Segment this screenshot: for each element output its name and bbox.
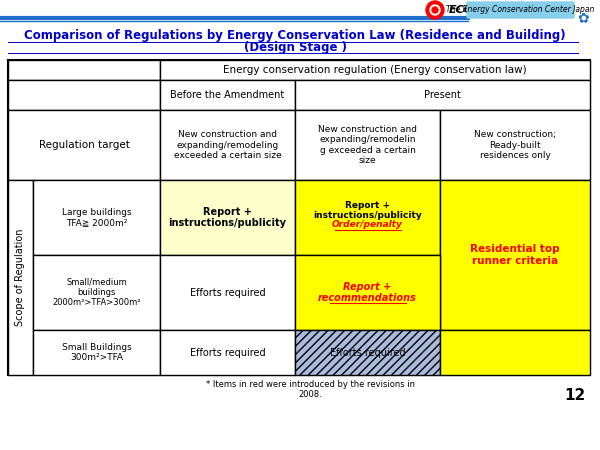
Text: Report +
instructions/publicity: Report + instructions/publicity xyxy=(313,201,422,220)
Text: Residential top
runner criteria: Residential top runner criteria xyxy=(470,244,560,266)
Text: Before the Amendment: Before the Amendment xyxy=(170,90,284,100)
Text: New construction and
expanding/remodelin
g exceeded a certain
size: New construction and expanding/remodelin… xyxy=(318,125,417,165)
Text: Energy conservation regulation (Energy conservation law): Energy conservation regulation (Energy c… xyxy=(223,65,527,75)
Circle shape xyxy=(430,5,440,15)
FancyBboxPatch shape xyxy=(467,2,574,18)
Bar xyxy=(8,60,590,375)
Text: * Items in red were introduced by the revisions in
2008.: * Items in red were introduced by the re… xyxy=(205,380,415,400)
Bar xyxy=(160,330,295,375)
Text: Efforts required: Efforts required xyxy=(329,347,406,357)
Bar xyxy=(33,330,160,375)
Text: Efforts required: Efforts required xyxy=(190,288,265,297)
Text: ✿: ✿ xyxy=(577,11,589,25)
Text: Small/medium
buildings
2000m²>TFA>300m²: Small/medium buildings 2000m²>TFA>300m² xyxy=(52,278,141,307)
Bar xyxy=(295,255,440,330)
Bar xyxy=(33,255,160,330)
Text: Comparison of Regulations by Energy Conservation Law (Residence and Building): Comparison of Regulations by Energy Cons… xyxy=(24,28,566,41)
Text: Report +
recommendations: Report + recommendations xyxy=(318,282,417,303)
Bar xyxy=(33,180,160,255)
Text: ECCJ: ECCJ xyxy=(449,5,477,15)
Bar xyxy=(8,80,160,110)
Text: Report +
instructions/publicity: Report + instructions/publicity xyxy=(169,207,287,228)
Text: 12: 12 xyxy=(565,388,586,403)
Bar xyxy=(8,60,160,80)
Text: Regulation target: Regulation target xyxy=(38,140,130,150)
Text: New construction;
Ready-built
residences only: New construction; Ready-built residences… xyxy=(474,130,556,160)
Bar xyxy=(8,110,160,180)
Bar xyxy=(160,60,590,80)
Text: Scope of Regulation: Scope of Regulation xyxy=(15,229,25,326)
Bar xyxy=(295,80,590,110)
Text: Large buildings
TFA≧ 2000m²: Large buildings TFA≧ 2000m² xyxy=(62,208,131,227)
Bar xyxy=(440,110,590,180)
Bar xyxy=(295,110,440,180)
Bar xyxy=(8,180,33,375)
Text: Efforts required: Efforts required xyxy=(190,347,265,357)
Text: Present: Present xyxy=(424,90,461,100)
Bar xyxy=(160,180,295,255)
Circle shape xyxy=(432,7,438,13)
Text: Small Buildings
300m²>TFA: Small Buildings 300m²>TFA xyxy=(62,343,131,362)
Bar xyxy=(295,180,440,255)
Text: New construction and
expanding/remodeling
exceeded a certain size: New construction and expanding/remodelin… xyxy=(173,130,281,160)
Bar xyxy=(160,255,295,330)
Text: Order/penalty: Order/penalty xyxy=(332,220,403,229)
Bar xyxy=(440,180,590,330)
Bar xyxy=(160,80,295,110)
Bar xyxy=(440,330,590,375)
Circle shape xyxy=(426,1,444,19)
Text: The Energy Conservation Center Japan: The Energy Conservation Center Japan xyxy=(446,5,594,14)
Bar xyxy=(295,330,440,375)
Bar xyxy=(160,110,295,180)
Text: (Design Stage ): (Design Stage ) xyxy=(244,40,347,54)
